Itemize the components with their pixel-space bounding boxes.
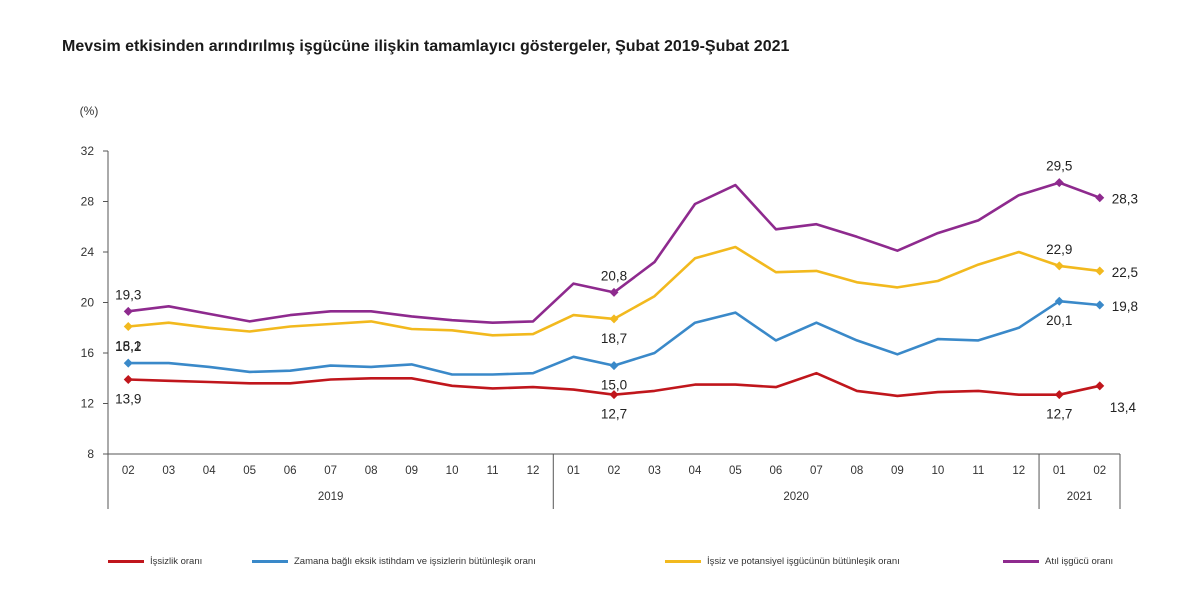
legend-item-potansiyel: İşsiz ve potansiyel işgücünün bütünleşik… (665, 556, 900, 567)
data-point-marker (123, 321, 133, 331)
line-chart: (%) 8 12 16 20 24 28 32 02 03 04 05 06 07 08 09 10 11 12 01… (80, 104, 1138, 509)
data-point-marker (1095, 381, 1105, 391)
x-tick-label: 04 (689, 465, 702, 477)
data-label: 15,2 (115, 339, 141, 354)
data-label: 22,9 (1046, 242, 1072, 257)
legend-swatch (1003, 560, 1039, 563)
legend-label: İşsizlik oranı (150, 556, 203, 567)
data-label: 18,1 (115, 338, 141, 353)
data-point-marker (609, 314, 619, 324)
legend-swatch (252, 560, 288, 563)
data-point-marker (1054, 296, 1064, 306)
legend-item-atil-isgucu: Atıl işgücü oranı (1003, 556, 1113, 567)
legend-label: Zamana bağlı eksik istihdam ve işsizleri… (294, 556, 536, 567)
data-label: 19,8 (1112, 299, 1138, 314)
data-label: 15,0 (601, 378, 627, 393)
x-tick-label: 08 (850, 465, 863, 477)
data-label: 12,7 (601, 407, 627, 422)
year-label: 2021 (1067, 491, 1093, 503)
data-label: 13,4 (1110, 400, 1137, 415)
data-label: 20,8 (601, 268, 627, 283)
data-label: 20,1 (1046, 313, 1072, 328)
x-tick-label: 03 (648, 465, 661, 477)
year-label: 2019 (318, 491, 344, 503)
data-point-marker (123, 358, 133, 368)
data-label: 12,7 (1046, 407, 1072, 422)
data-point-marker (609, 361, 619, 371)
legend-label: İşsiz ve potansiyel işgücünün bütünleşik… (707, 556, 900, 567)
series-line-3 (126, 181, 1102, 325)
x-tick-label: 12 (1012, 465, 1025, 477)
data-point-marker (123, 375, 133, 385)
legend-swatch (108, 560, 144, 563)
x-tick-label: 05 (243, 465, 256, 477)
x-tick-label: 03 (162, 465, 175, 477)
x-tick-label: 11 (487, 465, 499, 477)
x-tick-label: 01 (1053, 465, 1066, 477)
x-tick-label: 05 (729, 465, 742, 477)
legend-swatch (665, 560, 701, 563)
chart-title: Mevsim etkisinden arındırılmış işgücüne … (62, 38, 790, 55)
x-tick-label: 02 (608, 465, 621, 477)
x-tick-label: 01 (567, 465, 580, 477)
chart-legend: İşsizlik oranı Zamana bağlı eksik istihd… (108, 556, 1168, 574)
x-tick-label: 09 (405, 465, 418, 477)
y-tick-label: 12 (81, 397, 95, 411)
data-point-marker (1095, 193, 1105, 203)
x-tick-label: 09 (891, 465, 904, 477)
y-tick-label: 24 (81, 245, 95, 259)
legend-label: Atıl işgücü oranı (1045, 556, 1114, 567)
y-axis-label: (%) (80, 104, 99, 118)
year-label: 2020 (783, 491, 809, 503)
y-tick-label: 8 (87, 447, 94, 461)
x-tick-label: 02 (122, 465, 135, 477)
y-tick-label: 28 (81, 195, 95, 209)
data-label: 19,3 (115, 287, 141, 302)
x-tick-label: 10 (931, 465, 944, 477)
data-point-marker (1054, 261, 1064, 271)
x-tick-label: 06 (770, 465, 783, 477)
x-tick-label: 07 (324, 465, 337, 477)
data-label: 18,7 (601, 331, 627, 346)
data-label: 28,3 (1112, 192, 1138, 207)
x-tick-label: 02 (1093, 465, 1106, 477)
x-tick-label: 04 (203, 465, 216, 477)
data-point-marker (1095, 266, 1105, 276)
data-label: 29,5 (1046, 159, 1072, 174)
data-point-marker (1054, 390, 1064, 400)
data-label: 22,5 (1112, 265, 1138, 280)
data-point-marker (609, 287, 619, 297)
x-tick-label: 08 (365, 465, 378, 477)
data-point-marker (609, 390, 619, 400)
x-tick-label: 07 (810, 465, 823, 477)
x-tick-label: 11 (972, 465, 984, 477)
data-point-marker (1054, 178, 1064, 188)
y-tick-label: 16 (81, 346, 95, 360)
x-tick-label: 12 (527, 465, 540, 477)
y-tick-label: 20 (81, 296, 95, 310)
x-tick-label: 06 (284, 465, 297, 477)
data-point-marker (123, 306, 133, 316)
data-label: 13,9 (115, 392, 141, 407)
y-tick-label: 32 (81, 144, 95, 158)
x-tick-label: 10 (446, 465, 459, 477)
data-point-marker (1095, 300, 1105, 310)
legend-item-zamana-bagli: Zamana bağlı eksik istihdam ve işsizleri… (252, 556, 536, 567)
legend-item-issizlik: İşsizlik oranı (108, 556, 202, 567)
